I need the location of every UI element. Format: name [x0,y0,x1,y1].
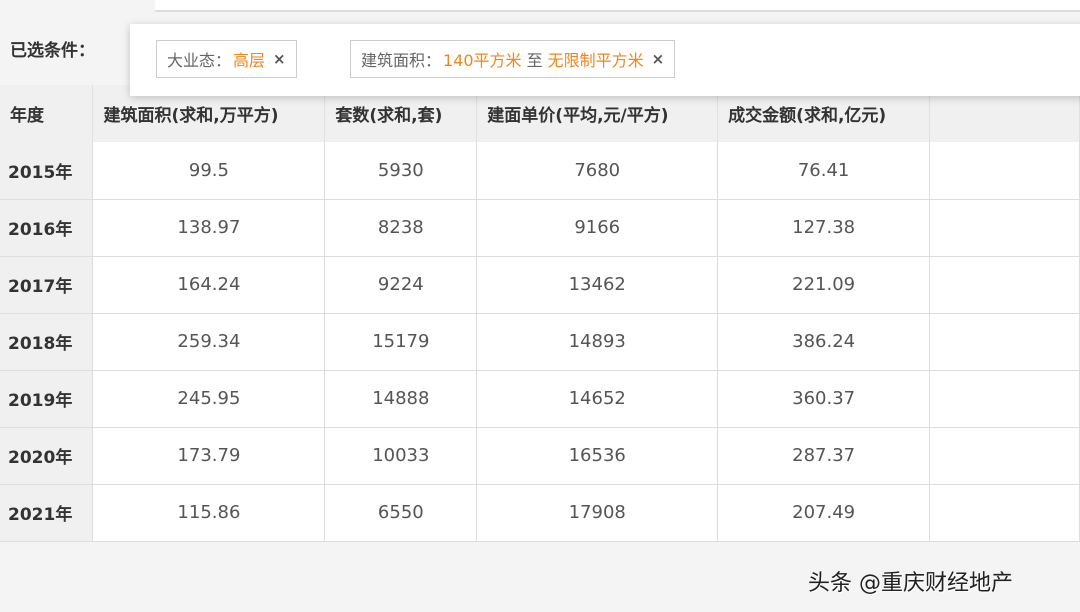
table-cell: 76.41 [717,142,931,200]
table-cell: 127.38 [717,199,931,257]
table-cell: 5930 [324,142,478,200]
table-cell: 14652 [476,370,719,428]
close-icon[interactable]: × [273,50,286,68]
filter-tag-area[interactable]: 建筑面积： 140平方米 至 无限制平方米 × [350,40,676,78]
selected-conditions-label: 已选条件： [10,41,95,61]
table-cell: 115.86 [92,484,326,542]
table-cell: 9166 [476,199,719,257]
table-row: 2019年 245.95 14888 14652 360.37 [0,370,1080,428]
filter-from: 140平方米 [443,51,522,70]
table-cell [929,142,1080,200]
table-cell: 173.79 [92,427,326,485]
table-cell: 259.34 [92,313,326,371]
filter-value: 高层 [233,51,266,70]
top-input-bar [155,0,1080,12]
filter-popup: 大业态： 高层 × 建筑面积： 140平方米 至 无限制平方米 × [130,24,1080,96]
table-cell [929,427,1080,485]
year-cell: 2019年 [0,370,94,428]
table-cell: 7680 [476,142,719,200]
table-cell: 207.49 [717,484,931,542]
table-row: 2017年 164.24 9224 13462 221.09 [0,256,1080,314]
table-cell: 17908 [476,484,719,542]
table-cell: 16536 [476,427,719,485]
filter-key: 大业态： [167,51,232,70]
table-cell [929,199,1080,257]
close-icon[interactable]: × [651,50,665,68]
table-row: 2015年 99.5 5930 7680 76.41 [0,142,1080,200]
table-cell: 6550 [324,484,478,542]
table-cell: 9224 [324,256,478,314]
year-cell: 2015年 [0,142,94,200]
table-cell: 8238 [324,199,478,257]
filter-tag-type[interactable]: 大业态： 高层 × [156,40,297,78]
table-cell: 164.24 [92,256,326,314]
filter-to: 无限制平方米 [547,51,644,70]
table-row: 2018年 259.34 15179 14893 386.24 [0,313,1080,371]
column-header[interactable]: 年度 [0,85,94,142]
table-cell: 386.24 [717,313,931,371]
table-row: 2021年 115.86 6550 17908 207.49 [0,484,1080,542]
table-cell [929,484,1080,542]
table-row: 2016年 138.97 8238 9166 127.38 [0,199,1080,257]
year-cell: 2020年 [0,427,94,485]
table-cell: 221.09 [717,256,931,314]
table-cell: 360.37 [717,370,931,428]
year-cell: 2016年 [0,199,94,257]
data-table: 年度 建筑面积(求和,万平方) 套数(求和,套) 建面单价(平均,元/平方) 成交金额(… [0,85,1080,542]
year-cell: 2021年 [0,484,94,542]
table-row: 2020年 173.79 10033 16536 287.37 [0,427,1080,485]
table-cell: 10033 [324,427,478,485]
year-cell: 2018年 [0,313,94,371]
table-cell [929,256,1080,314]
table-cell [929,313,1080,371]
table-cell [929,370,1080,428]
table-cell: 15179 [324,313,478,371]
year-cell: 2017年 [0,256,94,314]
table-cell: 14888 [324,370,478,428]
table-cell: 14893 [476,313,719,371]
table-cell: 13462 [476,256,719,314]
filter-sep: 至 [526,51,543,70]
table-cell: 287.37 [717,427,931,485]
filter-key: 建筑面积： [361,51,442,70]
watermark: 头条 @重庆财经地产 [808,571,1013,596]
table-cell: 138.97 [92,199,326,257]
table-cell: 245.95 [92,370,326,428]
table-cell: 99.5 [92,142,326,200]
